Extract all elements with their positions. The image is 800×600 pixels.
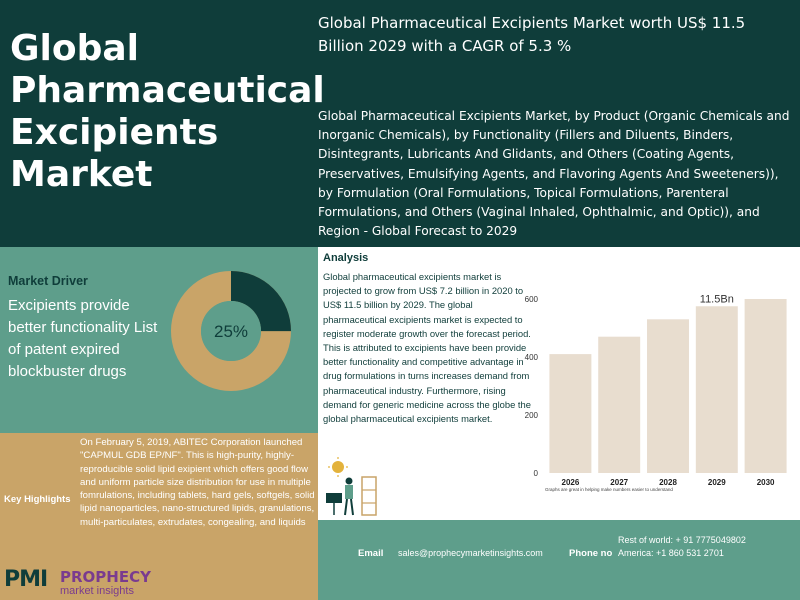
bar-2028 xyxy=(647,319,689,473)
market-description: Global Pharmaceutical Excipients Market,… xyxy=(318,109,790,239)
bar-2030 xyxy=(744,299,787,473)
phone-label: Phone no xyxy=(569,548,613,559)
header-banner: Global Pharmaceutical Excipients Market … xyxy=(0,0,800,247)
bar-2027 xyxy=(598,336,641,473)
prophecy-logo: PMI PROPHECY market insights xyxy=(4,567,174,599)
page-title: Global Pharmaceutical Excipients Market xyxy=(10,28,325,195)
y-tick-label: 400 xyxy=(525,353,539,362)
bar-2029 xyxy=(695,306,738,473)
logo-tagline: market insights xyxy=(60,585,134,597)
email-link[interactable]: sales@prophecymarketinsights.com xyxy=(398,548,543,558)
key-highlights-panel: Key Highlights On February 5, 2019, ABIT… xyxy=(0,433,318,600)
market-driver-title: Market Driver xyxy=(8,274,88,288)
bar-chart: 0 200 400 600 2026 2027 2028 2029 11.5Bn 2030 xyxy=(525,293,787,487)
key-highlights-title: Key Highlights xyxy=(4,494,71,505)
y-tick-label: 0 xyxy=(534,469,539,478)
donut-center xyxy=(201,301,261,361)
market-driver-panel: Market Driver Excipients provide better … xyxy=(0,247,318,433)
y-tick-label: 200 xyxy=(525,411,539,420)
x-tick-label: 2029 xyxy=(708,478,726,487)
bar-annotation: 11.5Bn xyxy=(700,293,734,305)
logo-mark: PMI xyxy=(4,567,48,592)
analysis-text: Global pharmaceutical excipients market … xyxy=(323,271,531,425)
analysis-title: Analysis xyxy=(323,252,369,264)
logo-name: PROPHECY xyxy=(60,568,151,586)
x-tick-label: 2028 xyxy=(659,478,677,487)
headline: Global Pharmaceutical Excipients Market … xyxy=(318,14,746,55)
donut-percent-label: 25% xyxy=(214,322,248,341)
office-illustration-icon xyxy=(326,457,377,516)
donut-chart: 25% xyxy=(171,271,291,391)
bar-2026 xyxy=(549,354,592,473)
phone-america: America: +1 860 531 2701 xyxy=(618,548,724,558)
market-driver-text: Excipients provide better functionality … xyxy=(8,297,158,380)
x-tick-label: 2027 xyxy=(610,478,628,487)
key-highlights-text: On February 5, 2019, ABITEC Corporation … xyxy=(80,437,315,528)
contact-bar: Email sales@prophecymarketinsights.com P… xyxy=(318,520,800,600)
x-tick-label: 2030 xyxy=(757,478,775,487)
chart-note: Graphs are great in helping make numbers… xyxy=(545,487,673,492)
analysis-panel: Analysis Global pharmaceutical excipient… xyxy=(318,247,800,520)
phone-rest-of-world: Rest of world: + 91 7775049802 xyxy=(618,535,746,545)
donut-filled-segment xyxy=(171,271,291,391)
y-tick-label: 600 xyxy=(525,295,539,304)
email-label: Email xyxy=(358,548,384,559)
x-tick-label: 2026 xyxy=(562,478,580,487)
